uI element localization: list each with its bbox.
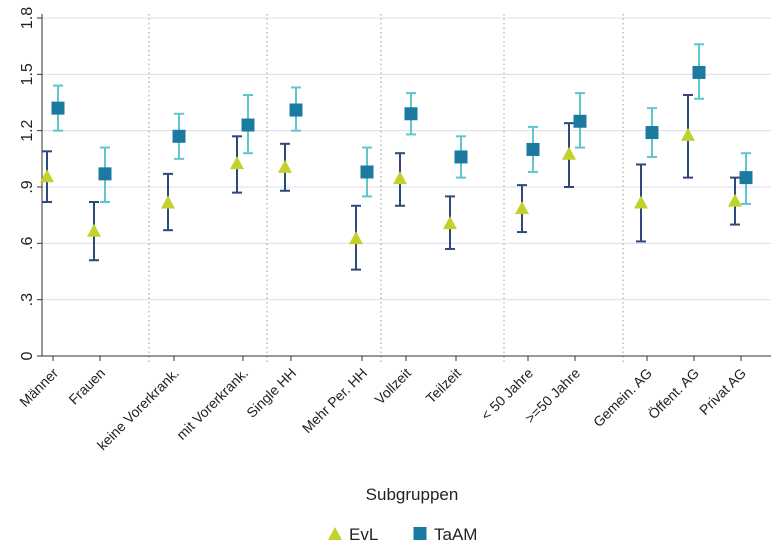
- triangle-marker: [161, 195, 175, 209]
- data-marks: [40, 43, 753, 271]
- evl-point: [728, 176, 742, 226]
- triangle-marker: [87, 223, 101, 237]
- legend-label: EvL: [349, 525, 378, 544]
- evl-point: [681, 93, 695, 179]
- triangle-marker: [349, 231, 363, 245]
- x-axis-title: Subgruppen: [366, 485, 459, 504]
- taam-point: [241, 93, 255, 155]
- triangle-marker: [634, 195, 648, 209]
- legend-label: TaAM: [434, 525, 477, 544]
- taam-point: [289, 86, 303, 132]
- square-marker: [289, 103, 303, 117]
- taam-point: [98, 146, 112, 204]
- evl-point: [161, 172, 175, 232]
- triangle-marker: [230, 156, 244, 170]
- triangle-marker: [393, 171, 407, 185]
- legend-triangle-marker: [328, 527, 342, 540]
- square-marker: [526, 142, 540, 156]
- y-tick-label: 0: [19, 351, 36, 360]
- legend-item: EvL: [328, 525, 378, 544]
- y-tick-label: .3: [19, 293, 36, 306]
- taam-point: [645, 107, 659, 158]
- evl-point: [349, 204, 363, 271]
- evl-point: [40, 150, 54, 204]
- square-marker: [172, 129, 186, 143]
- square-marker: [645, 126, 659, 140]
- y-tick-label: 1.2: [19, 119, 36, 141]
- square-marker: [573, 114, 587, 128]
- triangle-marker: [443, 216, 457, 230]
- evl-point: [443, 195, 457, 250]
- evl-point: [278, 142, 292, 192]
- taam-point: [739, 152, 753, 205]
- y-tick-label: .6: [19, 237, 36, 250]
- legend-item: TaAM: [413, 525, 477, 544]
- triangle-marker: [515, 201, 529, 215]
- taam-point: [360, 146, 374, 198]
- legend-square-marker: [413, 527, 427, 540]
- evl-point: [562, 122, 576, 188]
- y-tick-label: 1.8: [19, 7, 36, 29]
- square-marker: [51, 101, 65, 115]
- triangle-marker: [562, 146, 576, 160]
- evl-point: [87, 201, 101, 262]
- triangle-marker: [278, 159, 292, 173]
- grid-layer: [42, 17, 771, 357]
- square-marker: [360, 165, 374, 179]
- square-marker: [739, 171, 753, 185]
- square-marker: [241, 118, 255, 132]
- square-marker: [692, 65, 706, 79]
- square-marker: [98, 167, 112, 181]
- square-marker: [404, 107, 418, 121]
- evl-point: [515, 184, 529, 234]
- legend: EvL TaAM: [328, 525, 477, 544]
- triangle-marker: [728, 193, 742, 207]
- taam-point: [454, 135, 468, 179]
- taam-point: [526, 125, 540, 173]
- evl-point: [634, 163, 648, 243]
- taam-point: [172, 112, 186, 160]
- square-marker: [454, 150, 468, 164]
- taam-point: [51, 84, 65, 132]
- taam-point: [404, 92, 418, 136]
- evl-point: [393, 152, 407, 207]
- triangle-marker: [40, 169, 54, 183]
- y-tick-label: .9: [19, 180, 36, 193]
- y-tick-label: 1.5: [19, 63, 36, 85]
- triangle-marker: [681, 127, 695, 141]
- evl-point: [230, 135, 244, 194]
- taam-point: [573, 92, 587, 149]
- taam-point: [692, 43, 706, 100]
